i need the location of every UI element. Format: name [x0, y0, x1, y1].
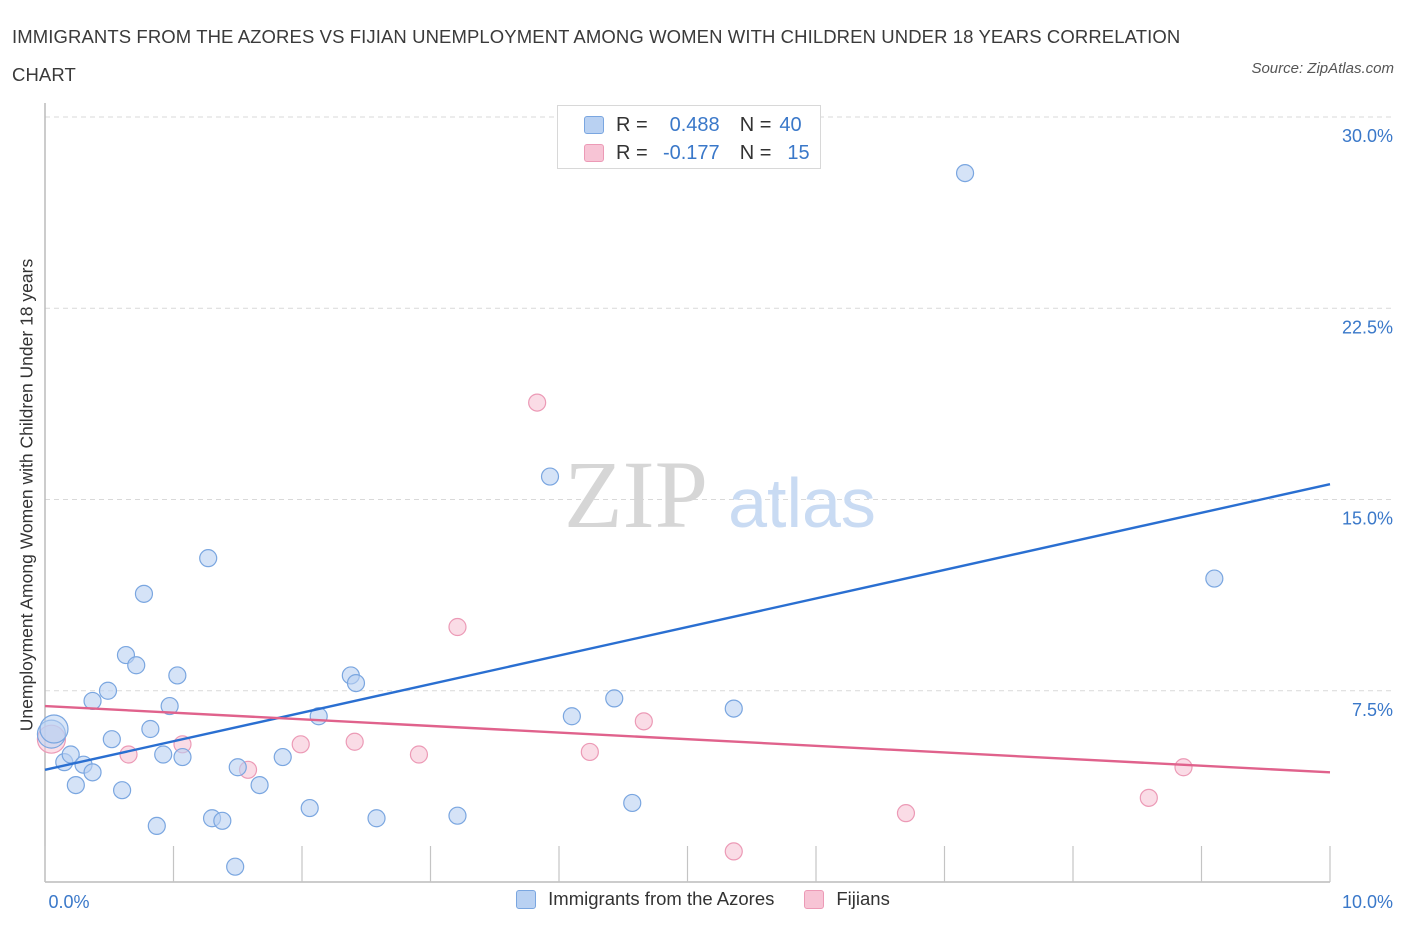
azores-point [228, 758, 247, 777]
azores-point [448, 806, 467, 825]
y-tick-label: 22.5% [1342, 317, 1393, 337]
fijians-point [1139, 788, 1158, 807]
stats-legend-row-fijians: R = -0.177 N = 15 [584, 139, 810, 167]
fijians-point [1174, 758, 1193, 777]
azores-point [173, 747, 192, 767]
r-label: R = [616, 141, 648, 164]
azores-point [367, 809, 386, 828]
r-label: R = [616, 113, 648, 136]
azores-point [199, 549, 218, 568]
fijians-legend-swatch [804, 889, 825, 909]
stats-legend-row-azores: R = 0.488 N = 40 [584, 111, 802, 139]
azores-point [154, 745, 173, 764]
azores-point [300, 798, 319, 818]
azores-point [66, 775, 85, 795]
tick-labels: 7.5% 15.0% 22.5% 30.0% 0.0% 10.0% [48, 126, 1393, 912]
azores-point [540, 467, 560, 486]
stats-legend: R = 0.488 N = 40 R = -0.177 N = 15 [557, 105, 821, 169]
fijians-legend-label: Fijians [836, 888, 890, 909]
fijians-point [119, 745, 138, 764]
azores-point [83, 763, 102, 782]
azores-point [955, 164, 975, 183]
legend-item-fijians[interactable]: Fijians [804, 888, 890, 910]
fijians-point [291, 735, 310, 754]
azores-point [127, 656, 146, 675]
series-legend: Immigrants from the Azores Fijians [0, 888, 1406, 910]
fijians-trend-line [44, 704, 1331, 774]
y-tick-label: 15.0% [1342, 509, 1393, 529]
azores-swatch [584, 116, 604, 134]
azores-point [98, 681, 118, 700]
fijians-point [448, 617, 467, 637]
chart-source: Source: ZipAtlas.com [1251, 60, 1394, 77]
azores-point [273, 747, 292, 767]
azores-point [141, 719, 160, 739]
n-label: N = [739, 141, 772, 164]
azores-legend-swatch [516, 889, 537, 909]
azores-point [605, 689, 624, 708]
azores-point [724, 699, 743, 718]
fijians-point [634, 712, 653, 731]
azores-point [160, 696, 179, 716]
azores-point [112, 781, 132, 800]
azores-legend-label: Immigrants from the Azores [548, 888, 775, 909]
r-value: 0.488 [669, 113, 720, 136]
n-value: 40 [779, 113, 802, 136]
fijians-point [580, 742, 599, 762]
y-tick-label: 7.5% [1352, 700, 1393, 720]
gridlines [45, 116, 1393, 692]
n-value: 15 [787, 141, 810, 164]
chart-title: IMMIGRANTS FROM THE AZORES VS FIJIAN UNE… [12, 26, 1181, 85]
fijians-point [345, 732, 364, 751]
fijians-point [528, 393, 547, 412]
azores-point [213, 811, 232, 830]
azores-point [168, 666, 187, 685]
legend-item-azores[interactable]: Immigrants from the Azores [516, 888, 774, 910]
x-tick-label: 10.0% [1342, 892, 1393, 912]
azores-point [623, 793, 642, 813]
azores-trend-line [44, 483, 1331, 771]
azores-point [134, 584, 154, 603]
r-value: -0.177 [662, 141, 720, 164]
y-tick-label: 30.0% [1342, 126, 1393, 146]
azores-point [346, 673, 366, 693]
azores-point [1205, 569, 1224, 588]
azores-point [226, 857, 245, 876]
azores-point [250, 775, 269, 795]
azores-point [39, 714, 69, 744]
fijians-point [409, 745, 429, 764]
x-tick-label: 0.0% [48, 892, 89, 912]
azores-point [562, 707, 581, 726]
watermark: ZIP atlas [564, 441, 876, 548]
n-label: N = [739, 113, 772, 136]
watermark-atlas: atlas [728, 464, 876, 542]
watermark-zip: ZIP [564, 441, 708, 548]
azores-point [102, 730, 121, 749]
azores-point [147, 816, 166, 836]
trend-lines [44, 483, 1331, 774]
fijians-point [724, 842, 743, 861]
fijians-swatch [584, 144, 604, 162]
azores-point [83, 691, 102, 711]
fijians-point [896, 804, 916, 823]
data-points [36, 164, 1224, 876]
